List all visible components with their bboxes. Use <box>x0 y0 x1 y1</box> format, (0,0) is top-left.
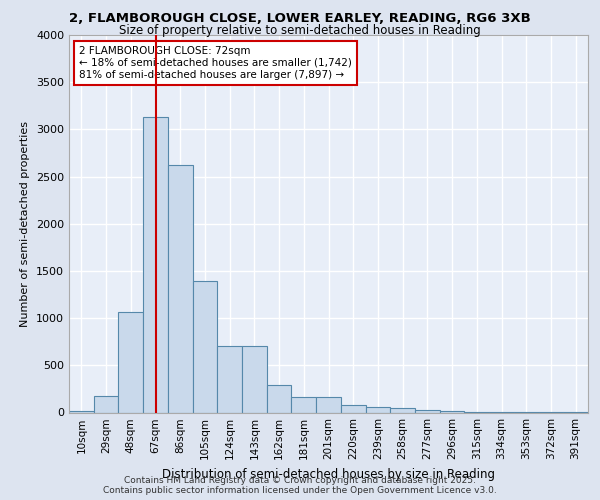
Bar <box>168 165 193 412</box>
Text: Size of property relative to semi-detached houses in Reading: Size of property relative to semi-detach… <box>119 24 481 37</box>
Bar <box>193 282 217 412</box>
Bar <box>415 410 440 412</box>
Bar <box>316 398 341 412</box>
Bar <box>118 312 143 412</box>
Bar <box>390 408 415 412</box>
Bar <box>143 117 168 412</box>
Text: Contains HM Land Registry data © Crown copyright and database right 2025.
Contai: Contains HM Land Registry data © Crown c… <box>103 476 497 495</box>
Bar <box>341 406 365 412</box>
Bar <box>267 385 292 412</box>
Bar <box>69 411 94 412</box>
Y-axis label: Number of semi-detached properties: Number of semi-detached properties <box>20 120 31 327</box>
Bar <box>440 410 464 412</box>
Bar <box>94 396 118 412</box>
Bar <box>292 398 316 412</box>
Bar <box>365 408 390 412</box>
X-axis label: Distribution of semi-detached houses by size in Reading: Distribution of semi-detached houses by … <box>162 468 495 481</box>
Text: 2 FLAMBOROUGH CLOSE: 72sqm
← 18% of semi-detached houses are smaller (1,742)
81%: 2 FLAMBOROUGH CLOSE: 72sqm ← 18% of semi… <box>79 46 352 80</box>
Text: 2, FLAMBOROUGH CLOSE, LOWER EARLEY, READING, RG6 3XB: 2, FLAMBOROUGH CLOSE, LOWER EARLEY, READ… <box>69 12 531 26</box>
Bar <box>217 346 242 412</box>
Bar <box>242 346 267 412</box>
